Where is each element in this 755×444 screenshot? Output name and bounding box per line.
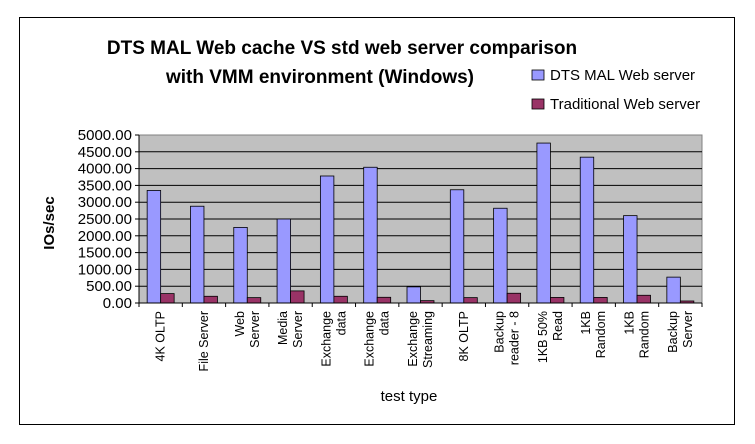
x-axis-title: test type — [381, 388, 438, 405]
bar-traditional — [290, 290, 305, 304]
x-category-label: 1KB 50% — [536, 311, 550, 363]
y-tick-label: 500.00 — [86, 278, 132, 295]
bar-dts-mal — [579, 156, 595, 304]
y-axis-ticks: 0.00500.001000.001500.002000.002500.0030… — [78, 127, 139, 312]
y-tick-label: 4500.00 — [78, 144, 132, 161]
legend-swatch-traditional — [531, 98, 545, 110]
x-category-label: data — [334, 311, 348, 335]
x-category-label: Exchange — [406, 311, 420, 367]
bar-dts-mal — [276, 218, 291, 304]
y-tick-label: 4000.00 — [78, 161, 132, 178]
x-category-label: Server — [248, 311, 262, 348]
bar-dts-mal — [536, 142, 551, 304]
legend-label-dts-mal: DTS MAL Web server — [550, 67, 695, 84]
bar-dts-mal — [406, 286, 421, 304]
x-category-label: Read — [551, 311, 565, 341]
y-tick-label: 1000.00 — [78, 261, 132, 278]
bar-traditional — [333, 295, 348, 304]
y-tick-label: 3500.00 — [78, 177, 132, 194]
bar-dts-mal — [363, 166, 378, 304]
x-category-label: Media — [276, 311, 290, 345]
y-axis-title: IOs/sec — [41, 196, 58, 249]
x-category-label: 8K OLTP — [457, 311, 471, 361]
bar-dts-mal — [666, 276, 681, 304]
x-category-label: Backup — [666, 311, 680, 353]
bar-traditional — [203, 295, 218, 304]
bar-chart: DTS MAL Web cache VS std web server comp… — [41, 38, 703, 405]
bar-dts-mal — [493, 207, 508, 304]
x-category-label: Server — [291, 311, 305, 348]
bar-dts-mal — [146, 190, 162, 304]
bar-dts-mal — [190, 205, 205, 304]
legend-label-traditional: Traditional Web server — [550, 96, 700, 113]
bar-dts-mal — [319, 175, 335, 304]
x-category-label: Random — [594, 311, 608, 358]
chart-title-line-2: with VMM environment (Windows) — [165, 67, 474, 88]
bar-traditional — [506, 292, 522, 304]
x-category-label: 4K OLTP — [154, 311, 168, 361]
bar-traditional — [636, 294, 651, 304]
bar-traditional — [246, 297, 262, 304]
y-tick-label: 3000.00 — [78, 194, 132, 211]
x-category-label: Exchange — [363, 311, 377, 367]
y-tick-label: 5000.00 — [78, 127, 132, 144]
x-category-label: 1KB — [579, 311, 593, 335]
x-category-label: Random — [638, 311, 652, 358]
chart-frame: DTS MAL Web cache VS std web server comp… — [19, 17, 735, 425]
bar-dts-mal — [623, 215, 638, 304]
gridlines — [139, 151, 702, 287]
chart-legend: DTS MAL Web server Traditional Web server — [531, 67, 700, 113]
x-category-label: reader - 8 — [508, 311, 522, 365]
x-category-label: Server — [681, 311, 695, 348]
bar-dts-mal — [449, 189, 465, 304]
bar-dts-mal — [233, 226, 248, 304]
y-tick-label: 2500.00 — [78, 211, 132, 228]
x-category-label: data — [378, 311, 392, 335]
bar-traditional — [463, 297, 478, 304]
bar-traditional — [550, 297, 565, 304]
x-category-label: Web — [233, 311, 247, 337]
legend-swatch-dts-mal — [531, 69, 545, 81]
bar-traditional — [376, 296, 392, 304]
x-category-label: Backup — [493, 311, 507, 353]
chart-title-line-1: DTS MAL Web cache VS std web server comp… — [107, 38, 577, 59]
x-category-label: Streaming — [421, 311, 435, 368]
x-category-label: 1KB — [623, 311, 637, 335]
y-tick-label: 1500.00 — [78, 245, 132, 262]
y-tick-label: 2000.00 — [78, 228, 132, 245]
x-category-label: Exchange — [319, 311, 333, 367]
x-axis-ticks: 4K OLTP File Server Web Server Media Server Ex… — [138, 303, 703, 371]
bar-traditional — [160, 293, 175, 304]
x-category-label: File Server — [197, 311, 211, 371]
bar-traditional — [593, 297, 608, 304]
y-tick-label: 0.00 — [103, 295, 132, 312]
bars-group — [146, 142, 695, 304]
